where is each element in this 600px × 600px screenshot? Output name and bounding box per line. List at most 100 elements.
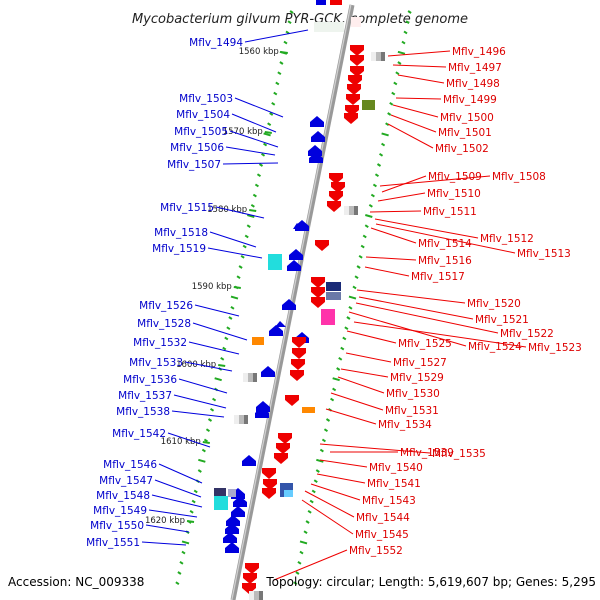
gene-label-right: Mflv_1540 [369,462,423,474]
pseudo-gene-box [371,52,385,61]
leader-line-right [348,311,467,347]
tick-mark [336,367,341,371]
forward-gene-arrow [242,455,256,466]
tick-mark [299,550,304,555]
pale-gene-box [314,22,344,32]
orange-gene-box [252,337,264,345]
leader-line-right [392,64,447,68]
leader-line-right [387,50,451,57]
tick-mark [309,499,314,504]
tick-mark [356,265,361,269]
forward-gene-arrow [308,145,322,156]
forward-gene-arrow [309,152,323,163]
reverse-gene-arrow [315,240,329,251]
reverse-gene-arrow [291,359,305,370]
tick-mark [397,50,406,55]
gene-label-right: Mflv_1530 [386,388,440,400]
forward-gene-arrow [310,116,324,127]
leader-line-left [145,524,190,533]
leader-line-left [184,361,233,372]
leader-lines [141,29,527,581]
reverse-gene-arrow [331,182,345,193]
scale-tick [249,209,257,212]
tick-mark [381,132,389,137]
tick-mark [250,203,255,208]
olive-gene-box [362,100,375,110]
tick-mark [325,418,331,422]
tick-mark [181,540,190,545]
scale-label: 1610 kbp [161,437,201,447]
gene-label-right: Mflv_1521 [475,314,529,326]
leader-line-left [234,97,284,118]
tick-mark [256,173,262,178]
reverse-gene-arrow [242,583,256,594]
gene-label-right: Mflv_1520 [467,298,521,310]
tick-mark [236,275,241,280]
gene-label-right: Mflv_1522 [500,328,554,340]
tick-mark [271,101,276,106]
leader-line-right [392,104,439,118]
gene-label-right: Mflv_1500 [440,112,494,124]
tick-mark [258,163,264,167]
gene-label-left: Mflv_1505 [174,126,228,138]
gene-label-left: Mflv_1504 [176,109,230,121]
tick-mark [244,234,249,239]
reverse-gene-arrow [262,488,276,499]
tick-mark [374,173,380,178]
pseudo-gene-box [234,415,248,424]
forward-gene-arrow [287,260,301,271]
tick-mark [214,377,222,382]
scale-tick [186,520,195,523]
leader-line-left [173,394,227,409]
reverse-gene-arrow [311,277,325,288]
reverse-gene-arrow [350,55,364,66]
forward-gene-arrow [311,131,325,142]
tick-mark [315,469,320,473]
tick-mark [344,326,349,331]
dark-gene-box [214,488,226,496]
leader-line-left [167,432,211,448]
reverse-gene-arrow [350,45,364,56]
gene-label-right: Mflv_1552 [349,545,403,557]
tick-mark [285,30,290,35]
gene-label-right: Mflv_1539 [400,447,454,459]
reverse-gene-arrow [344,113,358,124]
forward-gene-arrow [275,321,286,327]
dark-blue-gene-box [326,282,341,291]
tick-mark [352,285,357,290]
gene-label-right: Mflv_1514 [418,238,472,250]
forward-gene-arrow [255,407,269,418]
forward-gene-arrow [261,366,275,377]
leader-line-left [151,494,203,508]
gene-label-left: Mflv_1542 [112,428,166,440]
tick-mark [222,346,227,351]
tick-mark [177,571,182,575]
tick-mark [395,71,400,76]
leader-line-right [374,218,479,239]
cyan-gene-box [268,254,282,270]
leader-line-right [301,499,354,535]
forward-gene-arrow [282,299,296,310]
gene-label-left: Mflv_1537 [118,390,172,402]
tick-mark [376,163,382,167]
gene-label-right: Mflv_1496 [452,46,506,58]
gene-label-right: Mflv_1524 [468,341,522,353]
gene-label-right: Mflv_1511 [423,206,477,218]
light-blue-gene-box [284,490,293,497]
tick-mark [358,254,363,259]
gene-label-right: Mflv_1529 [390,372,444,384]
tick-mark [246,224,251,229]
leader-line-right [310,483,361,501]
tick-mark [275,81,280,86]
scale-label: 1620 kbp [145,516,185,526]
tick-mark [263,142,268,147]
tick-mark [260,152,266,157]
tick-mark [405,20,410,25]
tick-mark [385,122,390,127]
tick-mark [254,183,259,188]
gene-label-left: Mflv_1533 [129,357,183,369]
tick-mark [319,448,324,453]
leader-line-left [215,206,265,219]
pseudo-gene-box [344,206,358,215]
gene-label-left: Mflv_1507 [167,159,221,171]
